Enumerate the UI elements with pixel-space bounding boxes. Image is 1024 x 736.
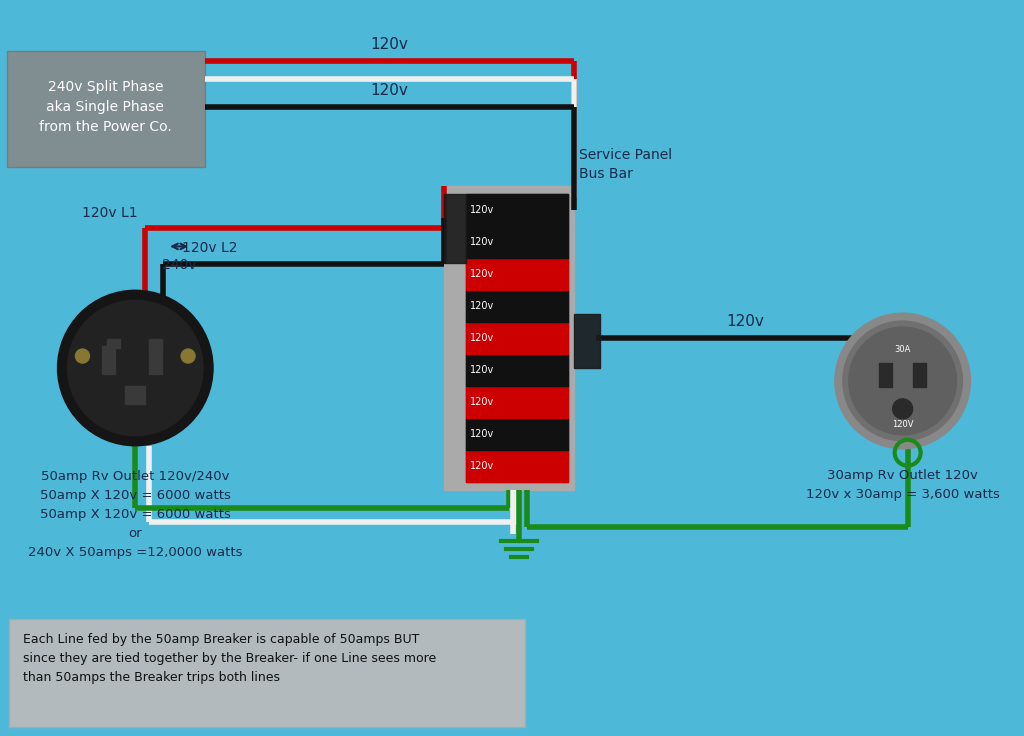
Bar [102,346,116,374]
Text: Each Line fed by the 50amp Breaker is capable of 50amps BUT
since they are tied : Each Line fed by the 50amp Breaker is ca… [23,633,436,684]
Text: 120v: 120v [470,364,495,375]
Text: 120v: 120v [470,300,495,311]
Circle shape [57,290,213,446]
Text: 120v: 120v [470,236,495,247]
Circle shape [843,321,963,441]
Bar [466,226,567,258]
FancyBboxPatch shape [7,51,205,166]
Circle shape [835,314,971,449]
Bar [573,314,600,368]
Bar [444,194,466,263]
Text: 120v: 120v [470,397,495,406]
Bar [108,339,121,348]
Text: 120V: 120V [892,420,913,429]
Text: 240v: 240v [162,258,197,272]
Text: 240v Split Phase
aka Single Phase
from the Power Co.: 240v Split Phase aka Single Phase from t… [39,79,172,134]
Text: 120v: 120v [470,205,495,215]
Bar [150,346,162,374]
Bar [466,386,567,417]
Bar [466,194,567,226]
Text: Service Panel
Bus Bar: Service Panel Bus Bar [579,148,672,180]
Bar [150,339,162,348]
Circle shape [849,327,956,435]
Bar [466,194,567,481]
Text: 120v L1: 120v L1 [83,205,138,219]
Text: 30amp Rv Outlet 120v
120v x 30amp = 3,600 watts: 30amp Rv Outlet 120v 120v x 30amp = 3,60… [806,469,999,500]
Bar [466,450,567,481]
Text: 120v L2: 120v L2 [182,241,238,255]
Circle shape [181,349,196,363]
Bar [879,363,892,387]
Bar [466,322,567,353]
Bar [125,386,145,404]
Text: 50amp Rv Outlet 120v/240v
50amp X 120v = 6000 watts
50amp X 120v = 6000 watts
or: 50amp Rv Outlet 120v/240v 50amp X 120v =… [28,470,243,559]
Circle shape [68,300,203,436]
Bar [912,363,926,387]
Text: 120v: 120v [371,83,409,98]
Text: 120v: 120v [726,314,764,329]
Text: 120v: 120v [470,428,495,439]
FancyBboxPatch shape [9,619,525,726]
Text: 120v: 120v [470,269,495,279]
Bar [466,289,567,322]
Text: 120v: 120v [470,333,495,342]
Bar [444,185,573,489]
Circle shape [893,399,912,419]
Text: 120v: 120v [470,461,495,470]
Text: 120v: 120v [371,37,409,52]
Bar [466,258,567,289]
Bar [466,353,567,386]
Text: 30A: 30A [895,344,910,353]
Bar [466,417,567,450]
Circle shape [76,349,89,363]
